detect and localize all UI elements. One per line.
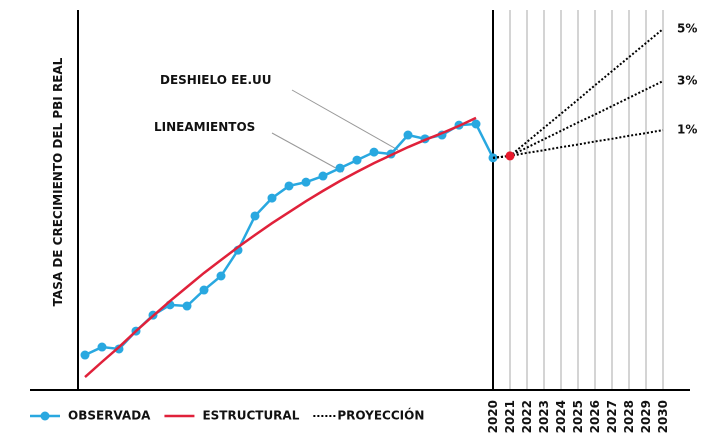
projection-line	[492, 129, 664, 159]
point	[301, 177, 311, 187]
projection-label: 1%	[677, 123, 697, 137]
point	[403, 130, 413, 140]
point	[471, 119, 481, 129]
legend-label: ESTRUCTURAL	[202, 409, 299, 423]
point	[199, 285, 209, 295]
point	[318, 171, 328, 181]
series-line	[84, 116, 477, 379]
legend-label: OBSERVADA	[68, 409, 151, 423]
annotation-leader	[271, 132, 344, 173]
x-tick-label: 2023	[537, 400, 551, 433]
x-tick-label: 2021	[503, 400, 517, 433]
x-tick-label: 2024	[554, 400, 568, 433]
point	[216, 271, 226, 281]
x-tick-label: 2030	[656, 400, 670, 433]
point	[267, 193, 277, 203]
projection-label: 3%	[677, 74, 697, 88]
projection-start	[505, 151, 515, 161]
legend-label: PROYECCIÓN	[337, 408, 424, 423]
legend-marker	[40, 411, 50, 421]
point	[114, 344, 124, 354]
x-tick-label: 2020	[486, 400, 500, 433]
x-tick-label: 2025	[571, 400, 585, 433]
point	[182, 301, 192, 311]
y-axis-label: TASA DE CRECIMIENTO DEL PBI REAL	[51, 57, 65, 306]
x-tick-label: 2029	[639, 400, 653, 433]
projection-label: 5%	[677, 22, 697, 36]
point	[80, 350, 90, 360]
point	[97, 342, 107, 352]
point	[250, 211, 260, 221]
point	[352, 155, 362, 165]
point	[335, 163, 345, 173]
annotation: DESHIELO EE.UU	[160, 73, 272, 87]
x-tick-label: 2027	[605, 400, 619, 433]
projection-line	[492, 28, 664, 159]
x-tick-label: 2022	[520, 400, 534, 433]
point	[369, 147, 379, 157]
x-tick-label: 2026	[588, 400, 602, 433]
annotation-leader	[291, 89, 399, 151]
annotation: LINEAMIENTOS	[154, 120, 255, 134]
projection-line	[492, 80, 664, 159]
x-tick-label: 2028	[622, 400, 636, 433]
point	[284, 181, 294, 191]
